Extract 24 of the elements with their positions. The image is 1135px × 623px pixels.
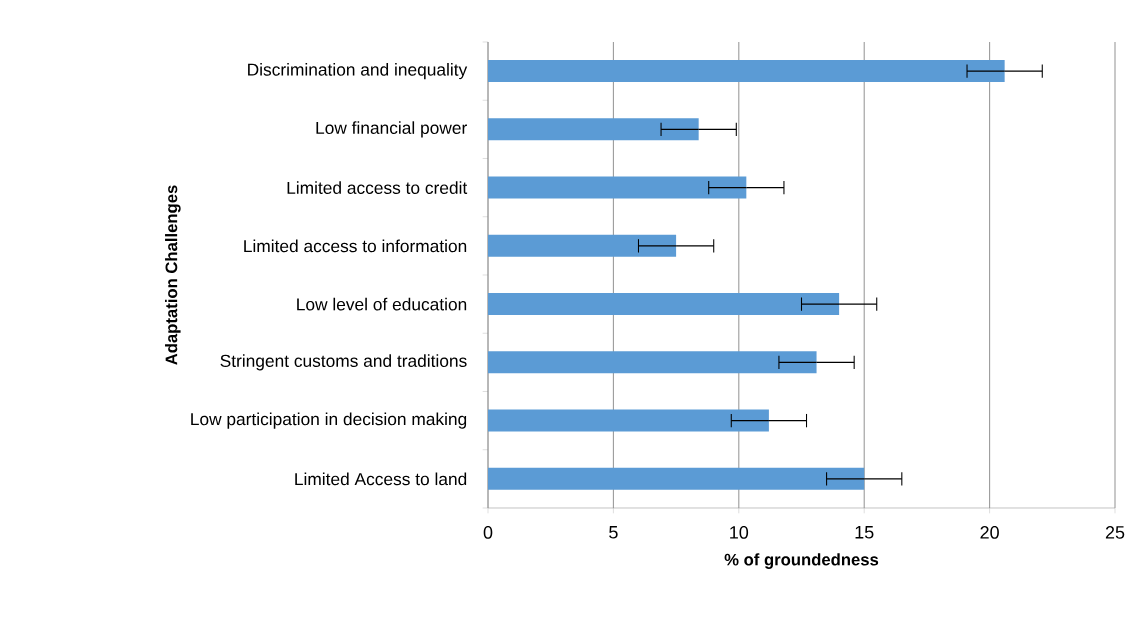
bar	[488, 234, 677, 257]
bar	[488, 60, 1005, 83]
bar	[488, 176, 747, 199]
y-tick-label: Discrimination and inequality	[248, 63, 468, 80]
bar	[488, 351, 817, 374]
y-axis-title: Adaptation Challenges	[165, 185, 181, 365]
y-tick-label: Stringent customs and traditions	[220, 354, 467, 371]
y-tick-label: Low participation in decision making	[191, 412, 467, 429]
bar	[488, 409, 769, 432]
x-axis-title: % of groundedness	[724, 553, 879, 569]
x-tick-label: 10	[730, 526, 749, 539]
x-tick-label: 5	[609, 526, 618, 539]
y-tick-label: Limited access to information	[244, 239, 467, 253]
bar	[488, 293, 840, 316]
y-tick-label: Limited access to credit	[287, 181, 468, 194]
x-tick-label: 20	[980, 526, 999, 539]
y-tick-label: Limited Access to land	[295, 472, 467, 486]
x-tick-label: 25	[1105, 526, 1125, 539]
y-tick-label: Low level of education	[297, 297, 467, 311]
bar	[488, 118, 699, 141]
y-tick-label: Low financial power	[316, 121, 467, 138]
x-tick-label: 0	[483, 526, 493, 539]
bar	[488, 467, 865, 490]
x-tick-label: 15	[855, 526, 874, 539]
